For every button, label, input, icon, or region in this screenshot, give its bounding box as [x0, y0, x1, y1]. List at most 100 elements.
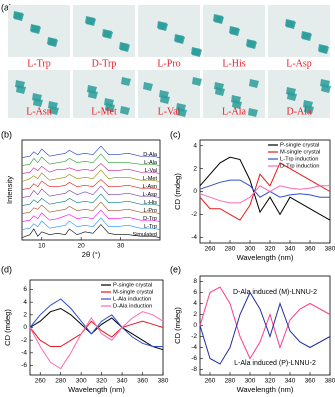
legend-label: L-Trp induction — [280, 157, 318, 163]
crystal — [287, 92, 297, 101]
x-tick-label: 300 — [245, 246, 256, 253]
legend-label: L-Trp — [144, 224, 157, 230]
x-tick-label: 280 — [55, 378, 66, 385]
legend-label: L-Ala — [144, 160, 158, 166]
legend-label: Simulated — [133, 232, 157, 238]
x-tick-label: 320 — [265, 246, 276, 253]
x-tick-label: 300 — [245, 378, 256, 385]
legend-label: D-Trp — [143, 216, 157, 222]
legend-label: L-Pro — [144, 208, 157, 214]
crystal — [49, 106, 59, 115]
x-tick-label: 260 — [205, 246, 216, 253]
legend-label: P-single crystal — [280, 143, 319, 149]
x-tick-label: 320 — [96, 378, 107, 385]
cd-line — [29, 307, 164, 351]
crystal — [86, 17, 96, 26]
photo-label: L-Ala — [222, 106, 246, 117]
y-tick-label: -2 — [191, 211, 197, 218]
pxrd-trace — [21, 179, 161, 190]
legend-label: L-Val — [145, 168, 157, 174]
y-tick-label: 2 — [193, 165, 197, 172]
legend-label: L-Asp — [143, 192, 157, 198]
x-tick-label: 340 — [285, 246, 296, 253]
crystal — [158, 22, 168, 31]
crystal — [120, 106, 130, 115]
crystal — [88, 90, 98, 99]
x-tick-label: 10 — [38, 243, 46, 250]
crystal — [121, 77, 131, 86]
pxrd-trace — [21, 153, 161, 166]
photo — [8, 70, 70, 118]
legend-label: D-Ala induction — [113, 304, 152, 310]
pxrd-trace — [21, 163, 161, 174]
photo — [138, 70, 200, 118]
x-tick-label: 380 — [325, 246, 335, 253]
y-tick-label: 4 — [23, 299, 27, 306]
crystal — [48, 38, 58, 47]
y-tick-label: 6 — [193, 289, 197, 296]
photo-label: L-Asp — [286, 58, 312, 69]
crystal — [177, 108, 187, 117]
legend-label: M-single crystal — [113, 290, 153, 296]
x-tick-label: 20 — [78, 243, 86, 250]
crystal — [214, 15, 224, 24]
plot-frame — [21, 139, 161, 241]
x-tick-label: 260 — [35, 378, 46, 385]
pxrd-trace — [21, 193, 161, 206]
cd-line — [199, 185, 330, 204]
x-tick-label: 30 — [117, 243, 125, 250]
y-tick-label: -2 — [191, 333, 197, 340]
pxrd-trace — [21, 224, 161, 238]
crystal — [31, 25, 41, 34]
y-tick-label: -4 — [191, 344, 197, 351]
legend-label: D-Ala — [143, 152, 158, 158]
y-tick-label: 0 — [193, 322, 197, 329]
legend-label: D-Trp induction — [280, 164, 319, 170]
crystal — [160, 95, 170, 104]
crystal — [175, 35, 185, 44]
x-tick-label: 360 — [305, 246, 316, 253]
y-tick-label: 4 — [193, 142, 197, 149]
x-tick-label: 380 — [158, 378, 169, 385]
pxrd-trace — [21, 169, 161, 182]
crystal — [14, 12, 24, 21]
x-tick-label: 380 — [325, 378, 335, 385]
photo-label: L-Asn — [26, 106, 52, 117]
photo-label: D-Trp — [92, 58, 117, 69]
crystal — [120, 43, 130, 52]
panel-label: (e) — [170, 264, 181, 274]
y-axis-label: CD (mdeg) — [173, 307, 182, 344]
cd-line — [199, 179, 330, 198]
photo-label: L-Met — [91, 106, 117, 117]
cd-line — [199, 156, 331, 221]
cd-line — [199, 162, 331, 221]
photo-label: L-Trp — [27, 58, 51, 69]
x-tick-label: 360 — [137, 378, 148, 385]
crystal — [321, 84, 331, 93]
x-tick-label: 340 — [285, 378, 296, 385]
cd-line — [29, 311, 164, 370]
cd-line — [29, 298, 163, 347]
legend-label: M-single crystal — [280, 150, 320, 156]
pxrd-trace — [21, 209, 161, 222]
pxrd-trace — [21, 145, 161, 158]
panel-label: (c) — [170, 129, 181, 139]
y-tick-label: -2 — [21, 337, 27, 344]
photo-label: L-His — [222, 58, 245, 69]
series-annotation: L-Ala induced (P)-LNNU-2 — [234, 360, 316, 367]
legend-label: P-single crystal — [113, 283, 152, 289]
crystal — [143, 82, 153, 91]
crystal — [286, 20, 296, 29]
crystal — [105, 103, 115, 112]
y-tick-label: -6 — [21, 362, 27, 369]
y-tick-label: -4 — [191, 234, 197, 241]
crystal — [16, 85, 26, 94]
x-tick-label: 340 — [117, 378, 128, 385]
crystal — [215, 87, 225, 96]
x-axis-label: Wavelength (nm) — [237, 385, 294, 394]
pxrd-trace — [21, 201, 161, 214]
crystal — [192, 77, 202, 86]
y-tick-label: -4 — [21, 350, 27, 357]
